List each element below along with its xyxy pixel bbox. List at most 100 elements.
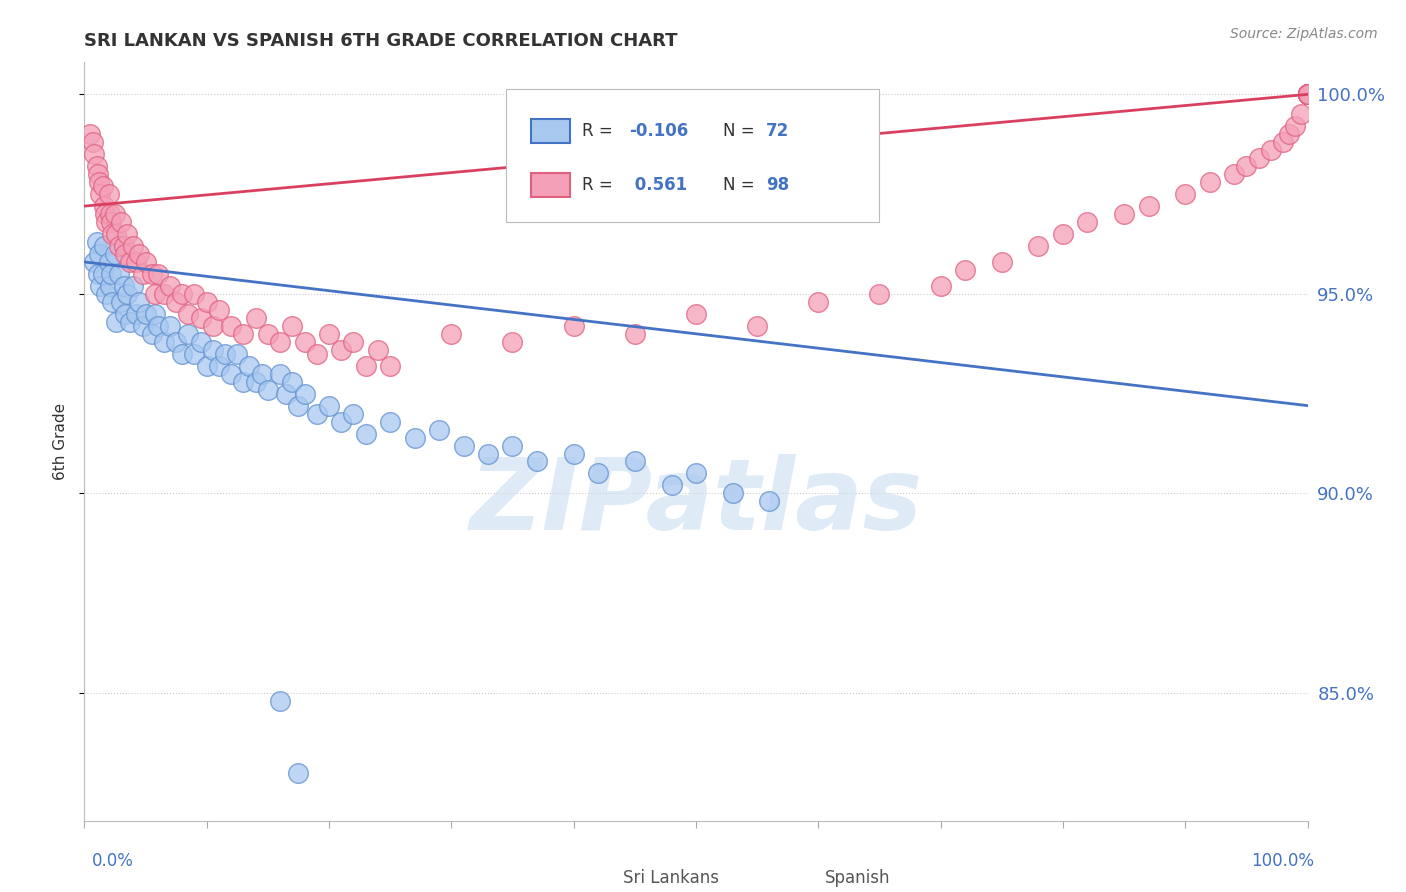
Point — [105, 227, 128, 241]
Point — [1028, 239, 1050, 253]
Point — [226, 347, 249, 361]
Point — [115, 227, 138, 241]
Point — [208, 359, 231, 373]
Point — [98, 279, 121, 293]
Point — [238, 359, 260, 373]
Point — [1296, 87, 1319, 102]
Point — [183, 286, 205, 301]
Point — [118, 255, 141, 269]
Point — [214, 347, 236, 361]
Point — [1114, 207, 1136, 221]
Text: 98: 98 — [766, 177, 789, 194]
Point — [1296, 87, 1319, 102]
Point — [159, 318, 181, 333]
Point — [287, 765, 309, 780]
Point — [367, 343, 389, 357]
Point — [330, 343, 353, 357]
Point — [1296, 87, 1319, 102]
Point — [86, 159, 108, 173]
Point — [104, 207, 127, 221]
Point — [1296, 87, 1319, 102]
Point — [330, 415, 353, 429]
Point — [354, 359, 377, 373]
Point — [232, 375, 254, 389]
Point — [98, 207, 121, 221]
Point — [89, 279, 111, 293]
Point — [183, 347, 205, 361]
Point — [100, 215, 122, 229]
Point — [172, 347, 194, 361]
Text: Source: ZipAtlas.com: Source: ZipAtlas.com — [1230, 27, 1378, 41]
Point — [685, 467, 707, 481]
FancyBboxPatch shape — [531, 119, 569, 143]
Point — [685, 307, 707, 321]
Point — [1272, 135, 1295, 149]
Point — [165, 294, 187, 309]
Point — [991, 255, 1014, 269]
Point — [128, 294, 150, 309]
Point — [526, 454, 548, 468]
Point — [747, 318, 769, 333]
Point — [305, 347, 328, 361]
Point — [232, 326, 254, 341]
Point — [502, 334, 524, 349]
Point — [96, 286, 118, 301]
Text: Sri Lankans: Sri Lankans — [623, 869, 718, 887]
Point — [107, 267, 129, 281]
Point — [82, 135, 104, 149]
Point — [219, 318, 242, 333]
Point — [100, 267, 122, 281]
Point — [141, 267, 163, 281]
Point — [1052, 227, 1074, 241]
Point — [294, 386, 316, 401]
Point — [105, 315, 128, 329]
Point — [195, 294, 218, 309]
Point — [342, 334, 364, 349]
Y-axis label: 6th Grade: 6th Grade — [52, 403, 67, 480]
Point — [1296, 87, 1319, 102]
Point — [1296, 87, 1319, 102]
Point — [1076, 215, 1098, 229]
Point — [91, 179, 114, 194]
Text: R =: R = — [582, 121, 619, 140]
Point — [172, 286, 194, 301]
Point — [122, 279, 145, 293]
Point — [1296, 87, 1319, 102]
Point — [132, 318, 155, 333]
Point — [318, 326, 340, 341]
Point — [93, 199, 115, 213]
Point — [929, 279, 952, 293]
Point — [135, 307, 157, 321]
Point — [165, 334, 187, 349]
Point — [101, 294, 124, 309]
Point — [128, 247, 150, 261]
Point — [132, 267, 155, 281]
Point — [118, 315, 141, 329]
Point — [624, 326, 647, 341]
Point — [281, 318, 304, 333]
Point — [404, 431, 426, 445]
Point — [1284, 120, 1306, 134]
Point — [110, 294, 132, 309]
Point — [269, 367, 291, 381]
Text: N =: N = — [723, 121, 759, 140]
Point — [104, 247, 127, 261]
Point — [624, 454, 647, 468]
Point — [1296, 87, 1319, 102]
FancyBboxPatch shape — [506, 89, 880, 221]
Point — [115, 286, 138, 301]
Point — [195, 359, 218, 373]
Point — [97, 255, 120, 269]
Point — [1296, 87, 1319, 102]
Point — [146, 267, 169, 281]
Point — [1223, 167, 1246, 181]
Point — [97, 187, 120, 202]
Point — [1296, 87, 1319, 102]
FancyBboxPatch shape — [766, 858, 820, 892]
Point — [380, 415, 402, 429]
Point — [257, 383, 280, 397]
Text: SRI LANKAN VS SPANISH 6TH GRADE CORRELATION CHART: SRI LANKAN VS SPANISH 6TH GRADE CORRELAT… — [84, 32, 678, 50]
Text: 100.0%: 100.0% — [1251, 852, 1315, 870]
Point — [1174, 187, 1197, 202]
Point — [190, 310, 212, 325]
